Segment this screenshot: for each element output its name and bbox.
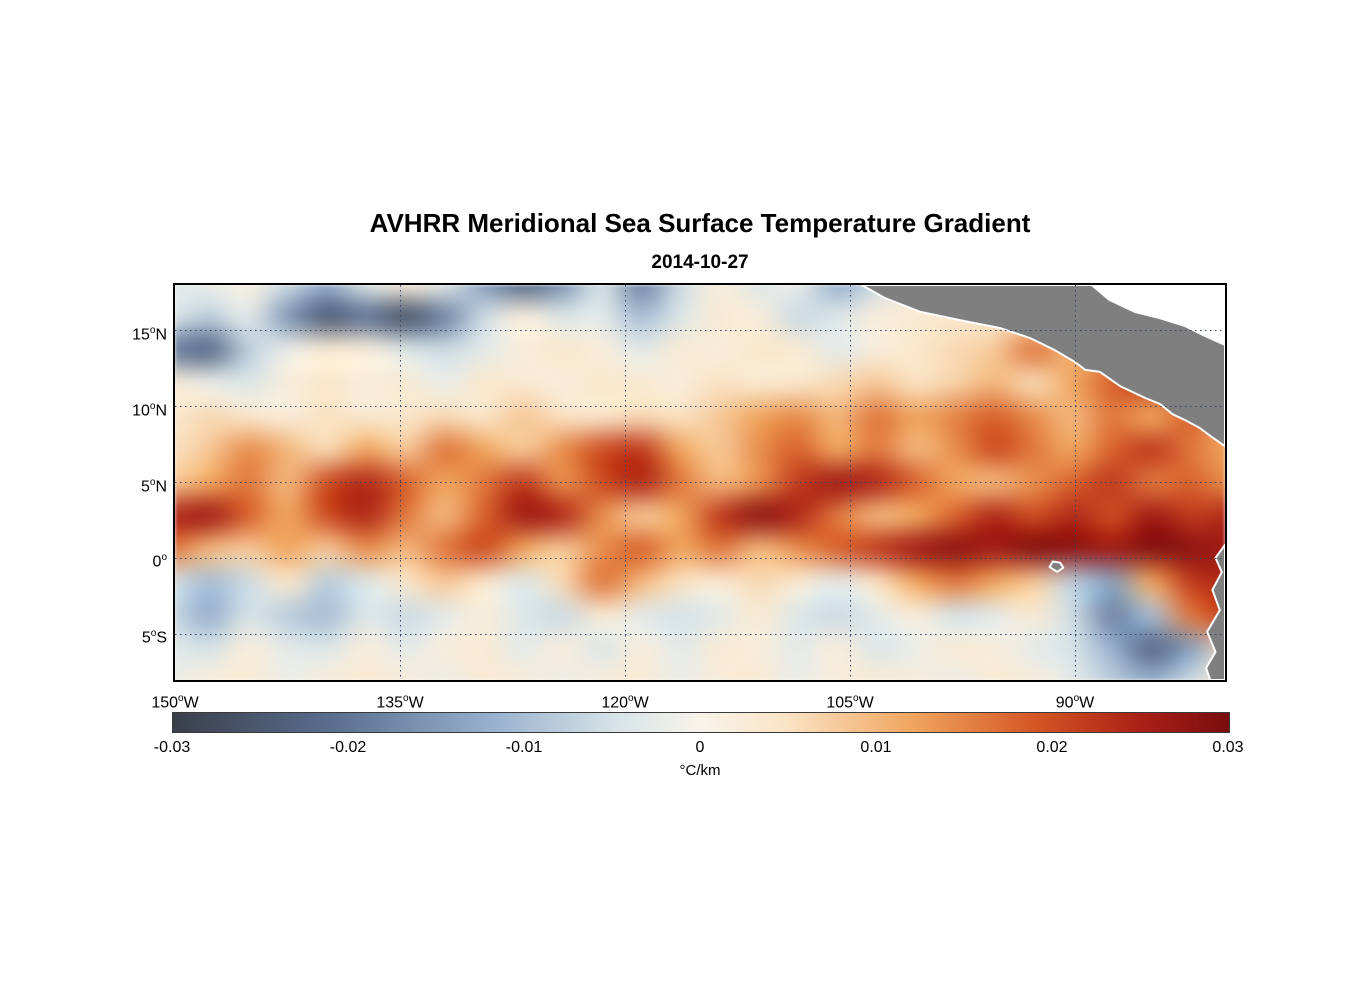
galapagos-island bbox=[1048, 560, 1065, 573]
lat-tick-label-10N: 10oN bbox=[132, 400, 167, 419]
colorbar-tick-label-0.01: 0.01 bbox=[860, 739, 892, 756]
colorbar-tick-label--0.01: -0.01 bbox=[505, 739, 543, 756]
colorbar bbox=[172, 712, 1230, 733]
colorbar-tick-label--0.03: -0.03 bbox=[153, 739, 191, 756]
lon-tick-label-135W: 135oW bbox=[376, 693, 424, 712]
colorbar-unit-label: °C/km bbox=[679, 762, 721, 779]
colorbar-tick-label-0.03: 0.03 bbox=[1212, 739, 1244, 756]
chart-date-subtitle: 2014-10-27 bbox=[651, 252, 749, 273]
colorbar-tick-label--0.02: -0.02 bbox=[329, 739, 367, 756]
lon-tick-label-90W: 90oW bbox=[1055, 693, 1095, 712]
lon-tick-label-120W: 120oW bbox=[601, 693, 649, 712]
land-overlay bbox=[860, 285, 1225, 680]
lat-tick-label-5N: 5oN bbox=[140, 476, 167, 495]
chart-title: AVHRR Meridional Sea Surface Temperature… bbox=[369, 208, 1031, 238]
lon-tick-label-150W: 150oW bbox=[151, 693, 199, 712]
south-america-land bbox=[1205, 543, 1225, 680]
lon-tick-label-105W: 105oW bbox=[826, 693, 874, 712]
caribbean-sea-mask bbox=[1091, 285, 1225, 345]
map-plot-area bbox=[173, 283, 1227, 682]
colorbar-tick-label-0.02: 0.02 bbox=[1036, 739, 1068, 756]
colorbar-tick-label-0: 0 bbox=[695, 739, 705, 756]
lat-tick-label-15N: 15oN bbox=[132, 324, 167, 343]
lat-tick-label-5S: 5oS bbox=[141, 628, 167, 647]
central-america-land bbox=[860, 285, 1225, 448]
lat-tick-label-0: 0o bbox=[152, 552, 167, 571]
